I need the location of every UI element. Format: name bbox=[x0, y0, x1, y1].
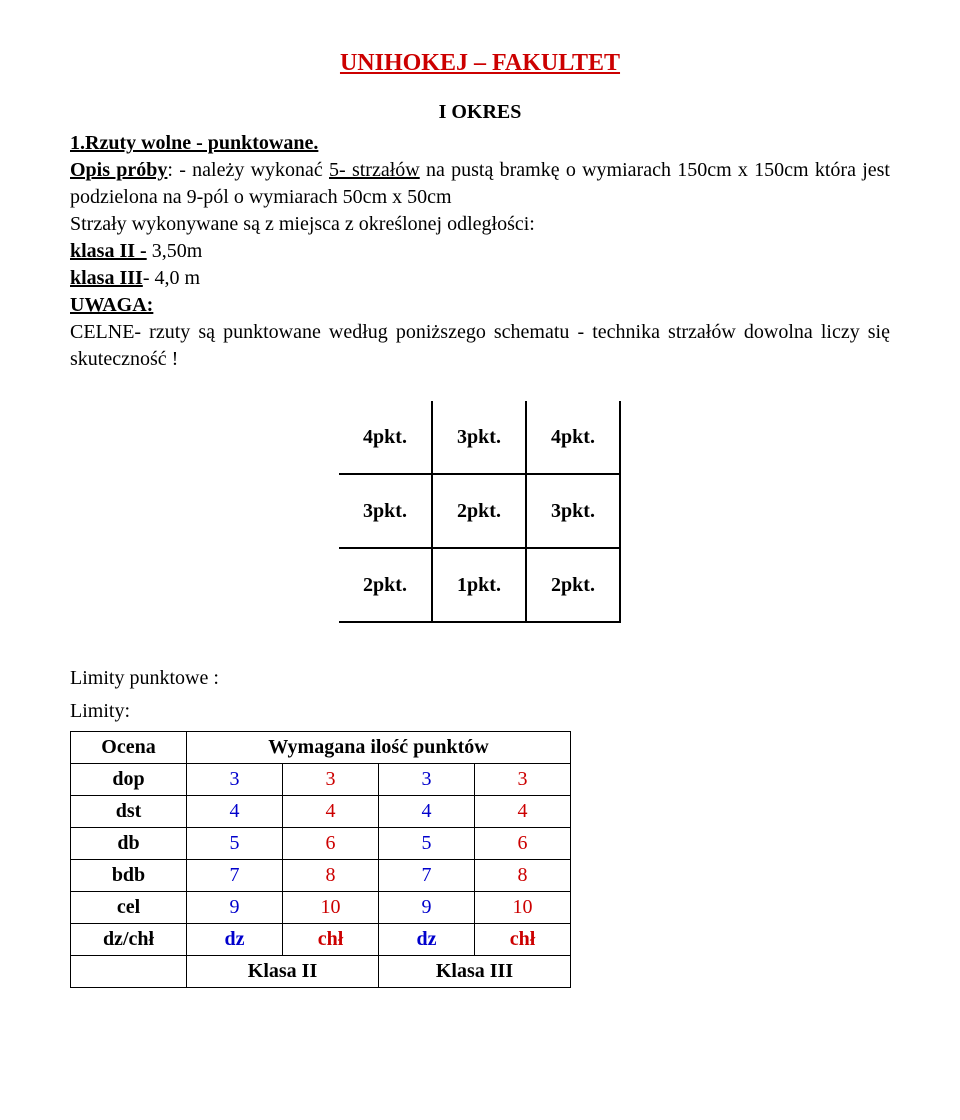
cell: chł bbox=[475, 924, 571, 956]
cell: 9 bbox=[379, 892, 475, 924]
uwaga-line: UWAGA: bbox=[70, 292, 890, 319]
section-subtitle: I OKRES bbox=[70, 101, 890, 124]
cell: 5 bbox=[379, 828, 475, 860]
table-row: dst 4 4 4 4 bbox=[71, 796, 571, 828]
cell: 4 bbox=[379, 796, 475, 828]
opis-label: Opis próby bbox=[70, 159, 167, 181]
grid-cell: 1pkt. bbox=[432, 548, 526, 622]
cell: 10 bbox=[475, 892, 571, 924]
limits-title-2: Limity: bbox=[70, 698, 890, 725]
grid-row: 2pkt. 1pkt. 2pkt. bbox=[339, 548, 620, 622]
table-header-row: Ocena Wymagana ilość punktów bbox=[71, 732, 571, 764]
grid-cell: 2pkt. bbox=[339, 548, 432, 622]
empty-cell bbox=[71, 956, 187, 988]
limits-title-1: Limity punktowe : bbox=[70, 665, 890, 692]
grid-cell: 3pkt. bbox=[339, 474, 432, 548]
klasa3-val: - 4,0 m bbox=[143, 267, 200, 289]
uwaga-label: UWAGA: bbox=[70, 294, 153, 316]
grid-cell: 3pkt. bbox=[526, 474, 620, 548]
table-row: db 5 6 5 6 bbox=[71, 828, 571, 860]
row-label: bdb bbox=[71, 860, 187, 892]
limits-table: Ocena Wymagana ilość punktów dop 3 3 3 3… bbox=[70, 731, 571, 988]
klasa-cell: Klasa III bbox=[379, 956, 571, 988]
heading1-prefix: 1. bbox=[70, 132, 85, 154]
table-row: cel 9 10 9 10 bbox=[71, 892, 571, 924]
table-row-dzchl: dz/chł dz chł dz chł bbox=[71, 924, 571, 956]
cell: chł bbox=[283, 924, 379, 956]
table-row-klasa: Klasa II Klasa III bbox=[71, 956, 571, 988]
cell: 8 bbox=[283, 860, 379, 892]
row-label: db bbox=[71, 828, 187, 860]
table-row: bdb 7 8 7 8 bbox=[71, 860, 571, 892]
grid-cell: 4pkt. bbox=[526, 401, 620, 474]
celne-line: CELNE- rzuty są punktowane według poniżs… bbox=[70, 319, 890, 373]
row-label: cel bbox=[71, 892, 187, 924]
opis-shot-count: 5- strzałów bbox=[329, 159, 420, 181]
document-title: UNIHOKEJ – FAKULTET bbox=[70, 50, 890, 77]
cell: dz bbox=[379, 924, 475, 956]
klasa2-line: klasa II - 3,50m bbox=[70, 238, 890, 265]
grid-cell: 2pkt. bbox=[432, 474, 526, 548]
klasa-cell: Klasa II bbox=[187, 956, 379, 988]
grid-cell: 2pkt. bbox=[526, 548, 620, 622]
grid-cell: 4pkt. bbox=[339, 401, 432, 474]
klasa2-label: klasa II - bbox=[70, 240, 147, 262]
grid-row: 3pkt. 2pkt. 3pkt. bbox=[339, 474, 620, 548]
cell: 10 bbox=[283, 892, 379, 924]
row-label: dst bbox=[71, 796, 187, 828]
ocena-header: Ocena bbox=[71, 732, 187, 764]
cell: 7 bbox=[379, 860, 475, 892]
cell: 4 bbox=[187, 796, 283, 828]
cell: 4 bbox=[283, 796, 379, 828]
row-label: dz/chł bbox=[71, 924, 187, 956]
cell: 3 bbox=[187, 764, 283, 796]
cell: 3 bbox=[379, 764, 475, 796]
cell: 4 bbox=[475, 796, 571, 828]
klasa3-label: klasa III bbox=[70, 267, 143, 289]
cell: 5 bbox=[187, 828, 283, 860]
grid-cell: 3pkt. bbox=[432, 401, 526, 474]
cell: 3 bbox=[283, 764, 379, 796]
heading-line-1: 1.Rzuty wolne - punktowane. bbox=[70, 130, 890, 157]
table-row: dop 3 3 3 3 bbox=[71, 764, 571, 796]
klasa2-val: 3,50m bbox=[147, 240, 203, 262]
row-label: dop bbox=[71, 764, 187, 796]
heading1-text: Rzuty wolne - punktowane. bbox=[85, 132, 318, 154]
wymagana-header: Wymagana ilość punktów bbox=[187, 732, 571, 764]
cell: 9 bbox=[187, 892, 283, 924]
cell: 8 bbox=[475, 860, 571, 892]
klasa3-line: klasa III- 4,0 m bbox=[70, 265, 890, 292]
strzaly-line: Strzały wykonywane są z miejsca z określ… bbox=[70, 211, 890, 238]
opis-text: : - należy wykonać bbox=[167, 159, 329, 181]
cell: 6 bbox=[475, 828, 571, 860]
cell: dz bbox=[187, 924, 283, 956]
cell: 6 bbox=[283, 828, 379, 860]
opis-line: Opis próby: - należy wykonać 5- strzałów… bbox=[70, 157, 890, 211]
grid-row: 4pkt. 3pkt. 4pkt. bbox=[339, 401, 620, 474]
cell: 3 bbox=[475, 764, 571, 796]
points-grid: 4pkt. 3pkt. 4pkt. 3pkt. 2pkt. 3pkt. 2pkt… bbox=[339, 401, 621, 623]
cell: 7 bbox=[187, 860, 283, 892]
